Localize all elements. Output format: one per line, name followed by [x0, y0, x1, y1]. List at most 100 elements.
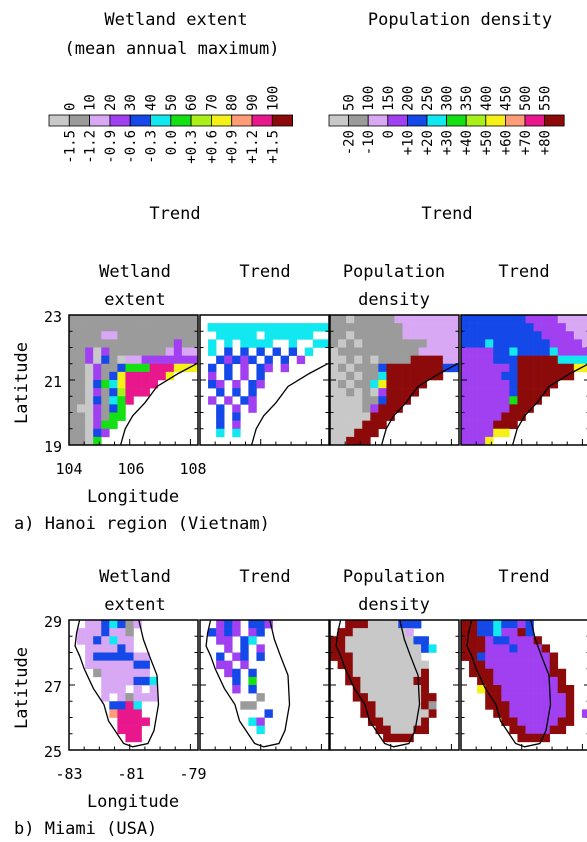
miami-title-wetland-1: Wetland [99, 567, 171, 587]
heatmap-cell [133, 693, 142, 702]
heatmap-cells [461, 620, 587, 743]
heatmap-cell [352, 620, 361, 629]
population-colorbar-cell [328, 114, 350, 127]
heatmap-cell [264, 620, 273, 629]
heatmap-cell [354, 412, 363, 421]
heatmap-cell [125, 660, 134, 670]
heatmap-cell [338, 315, 347, 324]
heatmap-cell [573, 331, 583, 340]
wetland-bottom-tick-label: -0.6 [123, 130, 139, 164]
heatmap-cell [330, 323, 339, 332]
heatmap-cell [157, 339, 167, 348]
heatmap-cell [565, 323, 575, 332]
heatmap-cell [216, 412, 225, 421]
heatmap-cell [256, 371, 265, 381]
legend-population: Population density 50 100 150 200 250 300 350 4… [328, 10, 565, 224]
heatmap-cell [383, 652, 392, 661]
heatmap-cell [367, 636, 376, 645]
population-bottom-tick-label: +30 [440, 130, 456, 155]
heatmap-cell [485, 644, 494, 653]
heatmap-cell [565, 363, 575, 373]
heatmap-cell [461, 388, 470, 397]
heatmap-cell [360, 676, 369, 686]
heatmap-cell [378, 323, 387, 332]
heatmap-cell [232, 652, 241, 661]
heatmap-cell [402, 371, 411, 381]
heatmap-cell [501, 412, 510, 421]
heatmap-cell [485, 412, 494, 421]
wetland-top-tick-label: 80 [225, 94, 241, 111]
heatmap-cell [352, 693, 361, 702]
heatmap-cell [125, 347, 134, 356]
heatmap-cell [125, 331, 134, 340]
heatmap-cell [248, 636, 257, 645]
heatmap-cell [485, 436, 494, 445]
heatmap-cell [493, 676, 502, 686]
heatmap-cell [165, 347, 175, 356]
heatmap-cell [345, 644, 354, 653]
heatmap-cell [493, 412, 502, 421]
heatmap-cell [405, 668, 414, 678]
heatmap-cell [216, 652, 225, 661]
heatmap-cell [581, 315, 587, 324]
heatmap-cell [338, 363, 347, 373]
heatmap-cell [93, 420, 102, 430]
heatmap-cell [378, 404, 387, 413]
heatmap-cell [413, 693, 422, 702]
hanoi-title-wetland-2: extent [104, 290, 165, 310]
heatmap-cell [133, 668, 142, 678]
heatmap-cell [493, 660, 502, 670]
heatmap-cell [501, 371, 510, 381]
heatmap-cell [541, 347, 550, 356]
heatmap-cell [85, 420, 94, 430]
heatmap-cell [405, 620, 414, 629]
heatmap-cell [375, 652, 384, 661]
heatmap-cell [525, 644, 534, 653]
heatmap-cell [181, 339, 191, 348]
heatmap-cell [509, 388, 518, 397]
heatmap-cell [264, 363, 273, 373]
population-colorbar-cell [348, 114, 369, 127]
heatmap-cell [69, 404, 78, 413]
heatmap-cell [93, 371, 102, 381]
heatmap-cell [141, 331, 150, 340]
heatmap-cell [360, 628, 369, 637]
heatmap-cell [330, 371, 339, 381]
heatmap-cell [469, 347, 478, 356]
heatmap-cell [248, 388, 257, 397]
heatmap-cell [509, 420, 518, 430]
heatmap-cell [549, 652, 559, 661]
heatmap-cell [493, 339, 502, 348]
heatmap-cell [77, 436, 86, 445]
heatmap-cell [362, 315, 371, 324]
heatmap-cell [517, 339, 526, 348]
heatmap-cell [383, 693, 392, 702]
heatmap-cell [549, 315, 559, 324]
heatmap-cell [362, 363, 371, 373]
heatmap-cell [509, 644, 518, 653]
heatmap-cell [93, 412, 102, 421]
population-bottom-tick-label: -10 [361, 130, 377, 155]
heatmap-cell [370, 420, 379, 430]
heatmap-cell [485, 636, 494, 645]
heatmap-cell [125, 339, 134, 348]
heatmap-cell [117, 412, 126, 421]
heatmap-cell [69, 323, 78, 332]
heatmap-cell [557, 668, 567, 678]
heatmap-cell [421, 725, 429, 735]
heatmap-cell [93, 652, 102, 661]
heatmap-cell [398, 725, 407, 735]
heatmap-cell [346, 371, 355, 381]
heatmap-cell [434, 331, 444, 340]
heatmap-cell [461, 412, 470, 421]
heatmap-cell [346, 355, 355, 365]
heatmap-cell [117, 701, 126, 710]
heatmap-cell [93, 628, 102, 637]
heatmap-cell [501, 620, 510, 629]
heatmap-cell [306, 323, 315, 332]
heatmap-cell [394, 363, 403, 373]
heatmap-cell [232, 420, 241, 430]
heatmap-cell [77, 396, 86, 405]
heatmap-cell [517, 371, 526, 381]
